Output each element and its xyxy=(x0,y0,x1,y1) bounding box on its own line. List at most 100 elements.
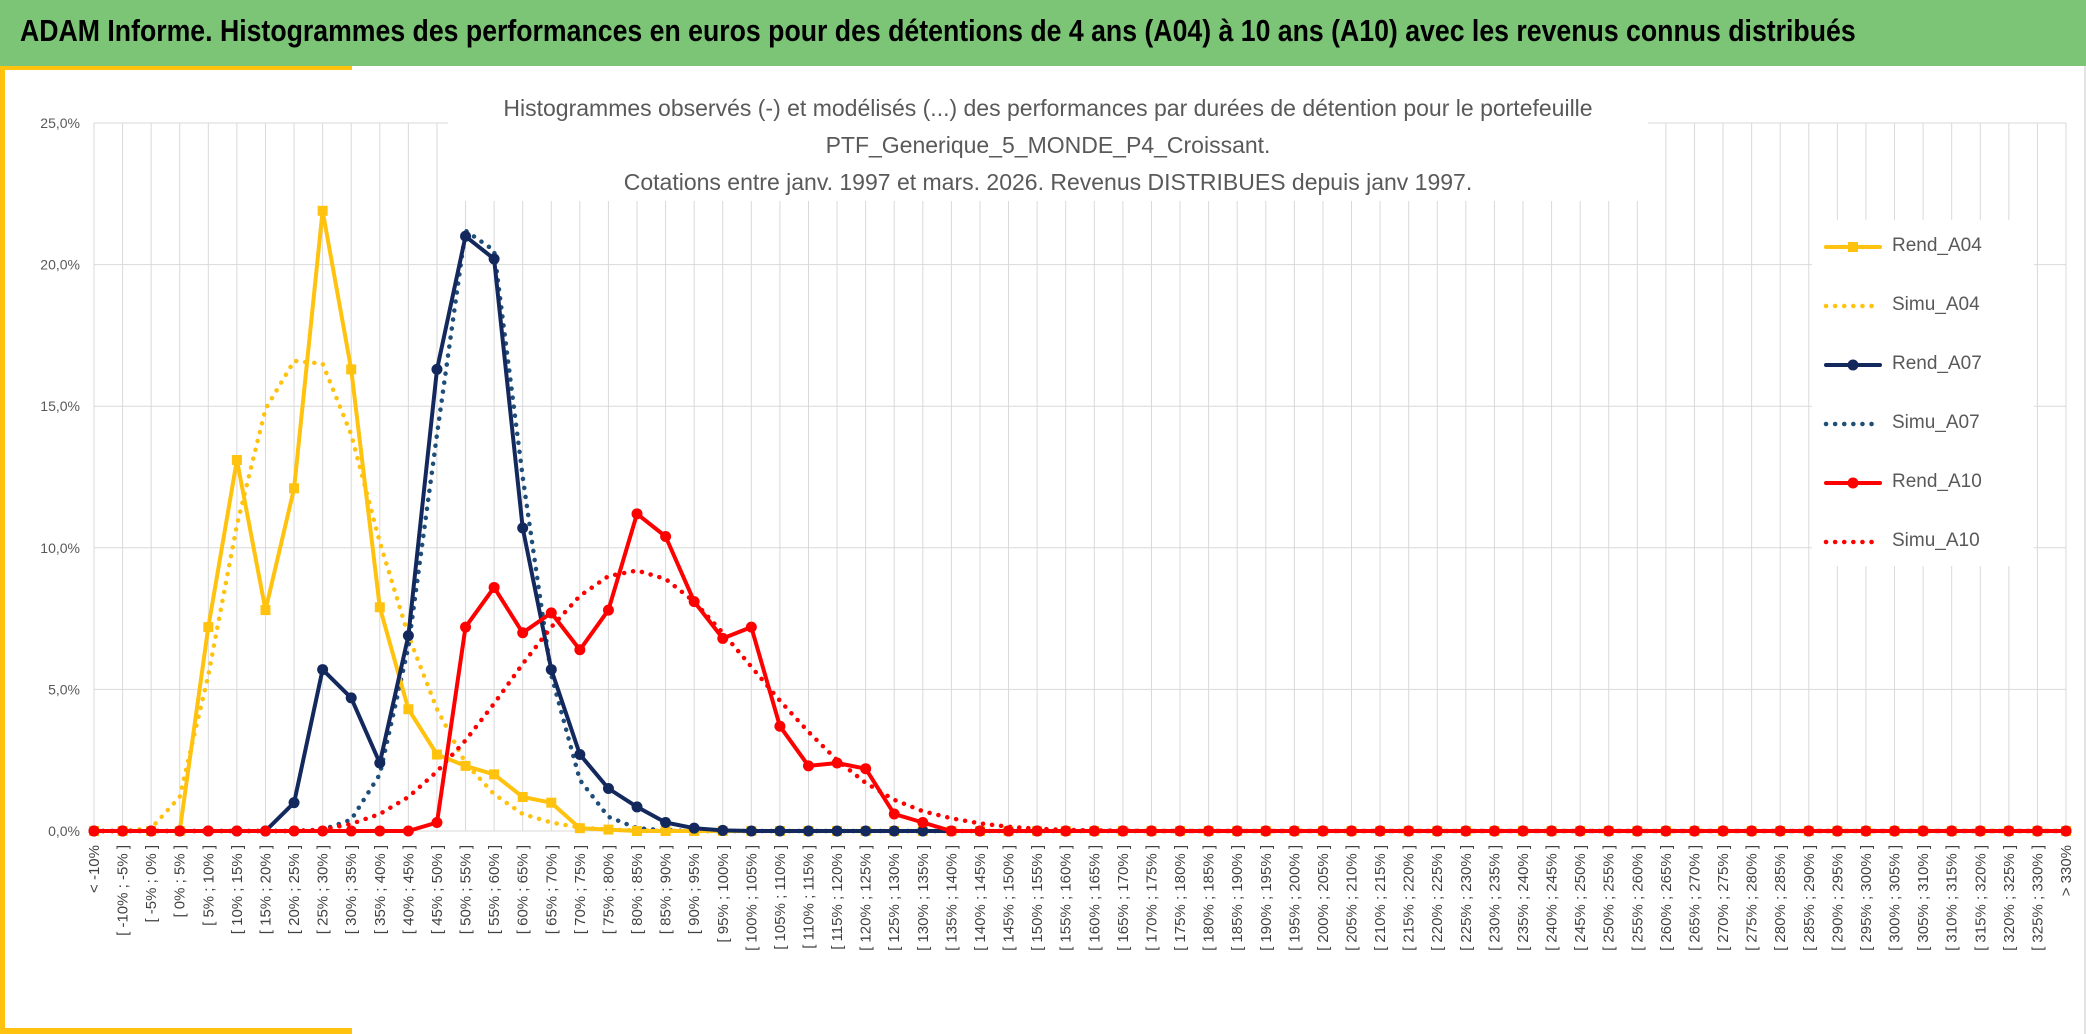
y-tick-label: 5,0% xyxy=(48,681,80,697)
data-point-rend-a10 xyxy=(174,825,186,837)
x-tick-label: [ 305% ; 310% ] xyxy=(1915,845,1932,951)
x-tick-label: [ 225% ; 230% ] xyxy=(1458,845,1475,951)
x-tick-label: [ 290% ; 295% ] xyxy=(1829,845,1846,951)
data-point-rend-a10 xyxy=(545,607,557,619)
data-point-rend-a10 xyxy=(688,596,700,608)
x-tick-label: [ 145% ; 150% ] xyxy=(1001,845,1018,951)
x-tick-label: [ 75% ; 80% ] xyxy=(600,845,617,934)
data-point-rend-a07 xyxy=(374,757,386,769)
legend-label: Rend_A10 xyxy=(1892,471,1982,492)
x-tick-label: [ 210% ; 215% ] xyxy=(1372,845,1389,951)
data-point-rend-a10 xyxy=(431,817,443,829)
data-point-rend-a10 xyxy=(1145,825,1157,837)
data-point-rend-a10 xyxy=(1603,825,1615,837)
data-point-rend-a07 xyxy=(602,783,614,795)
x-tick-label: [ 140% ; 145% ] xyxy=(972,845,989,951)
legend-swatch-rend-a10 xyxy=(1824,477,1882,489)
data-point-rend-a10 xyxy=(945,825,957,837)
data-point-rend-a10 xyxy=(1546,825,1558,837)
x-tick-label: [ 195% ; 200% ] xyxy=(1286,845,1303,951)
data-point-rend-a07 xyxy=(745,825,757,837)
y-tick-label: 25,0% xyxy=(40,115,80,131)
x-tick-label: [ 70% ; 75% ] xyxy=(572,845,589,934)
data-point-rend-a07 xyxy=(717,824,729,836)
x-tick-label: [ 190% ; 195% ] xyxy=(1258,845,1275,951)
data-point-rend-a10 xyxy=(1488,825,1500,837)
report-title: ADAM Informe. Histogrammes des performan… xyxy=(20,13,1856,48)
x-tick-label: [ 15% ; 20% ] xyxy=(257,845,274,934)
data-point-rend-a10 xyxy=(117,825,129,837)
y-tick-label: 20,0% xyxy=(40,257,80,273)
legend-swatch-rend-a04 xyxy=(1824,242,1882,252)
x-tick-label: [ 105% ; 110% ] xyxy=(772,845,789,950)
chart-series xyxy=(88,205,2072,837)
data-point-rend-a07 xyxy=(831,825,843,837)
data-point-rend-a07 xyxy=(288,797,300,809)
x-tick-label: [ 275% ; 280% ] xyxy=(1744,845,1761,951)
x-tick-label: < -10% xyxy=(86,845,103,893)
data-point-rend-a04 xyxy=(346,364,357,375)
x-tick-label: [ 325% ; 330% ] xyxy=(2029,845,2046,951)
x-tick-label: [ 95% ; 100% ] xyxy=(715,845,732,943)
x-tick-label: [ 200% ; 205% ] xyxy=(1315,845,1332,951)
data-point-rend-a10 xyxy=(1317,825,1329,837)
data-point-rend-a10 xyxy=(1574,825,1586,837)
data-point-rend-a10 xyxy=(2060,825,2072,837)
data-point-rend-a10 xyxy=(1031,825,1043,837)
x-tick-label: [ 230% ; 235% ] xyxy=(1486,845,1503,951)
legend-item-simu-a07: Simu_A07 xyxy=(1822,409,2032,439)
data-point-rend-a07 xyxy=(802,825,814,837)
frame-border-right xyxy=(2084,66,2086,1034)
data-point-rend-a07 xyxy=(317,664,329,676)
data-point-rend-a07 xyxy=(488,253,500,265)
x-tick-label: [ 165% ; 170% ] xyxy=(1115,845,1132,951)
data-point-rend-a10 xyxy=(1431,825,1443,837)
data-point-rend-a10 xyxy=(1803,825,1815,837)
data-point-rend-a10 xyxy=(1517,825,1529,837)
series-line-rend-a07 xyxy=(92,234,2068,833)
series-line-rend-a04 xyxy=(92,208,2068,833)
x-tick-label: [ 315% ; 320% ] xyxy=(1972,845,1989,951)
data-point-rend-a07 xyxy=(431,363,443,375)
data-point-rend-a10 xyxy=(1460,825,1472,837)
x-tick-label: [ -5% ; 0% ] xyxy=(143,845,160,923)
x-tick-label: [ 115% ; 120% ] xyxy=(829,845,846,950)
data-point-rend-a10 xyxy=(402,825,414,837)
data-point-rend-a04 xyxy=(403,704,414,715)
chart-title-line-2: PTF_Generique_5_MONDE_P4_Croissant. xyxy=(825,132,1271,158)
data-point-rend-a10 xyxy=(1631,825,1643,837)
data-point-rend-a10 xyxy=(1917,825,1929,837)
legend-label: Rend_A04 xyxy=(1892,235,1982,256)
legend-item-rend-a10: Rend_A10 xyxy=(1822,468,2032,498)
x-tick-label: [ 220% ; 225% ] xyxy=(1429,845,1446,951)
legend-label: Simu_A07 xyxy=(1892,412,1980,433)
data-point-rend-a07 xyxy=(460,230,472,242)
data-point-rend-a04 xyxy=(374,602,385,613)
legend-label: Simu_A10 xyxy=(1892,530,1980,551)
data-point-rend-a10 xyxy=(1403,825,1415,837)
data-point-rend-a10 xyxy=(1003,825,1015,837)
data-point-rend-a07 xyxy=(545,664,557,676)
data-point-rend-a10 xyxy=(802,760,814,772)
y-axis-labels: 0,0% 5,0% 10,0% 15,0% 20,0% 25,0% xyxy=(40,115,80,839)
data-point-rend-a10 xyxy=(717,632,729,644)
series-line-simu-a07 xyxy=(91,228,2069,834)
data-point-rend-a04 xyxy=(289,483,300,494)
x-tick-label: [ 60% ; 65% ] xyxy=(515,845,532,934)
x-tick-label: [ 245% ; 250% ] xyxy=(1572,845,1589,951)
x-tick-label: [ 280% ; 285% ] xyxy=(1772,845,1789,951)
x-tick-label: [ 170% ; 175% ] xyxy=(1143,845,1160,951)
legend-swatch-simu-a07 xyxy=(1823,421,1883,427)
data-point-rend-a10 xyxy=(1688,825,1700,837)
data-point-rend-a04 xyxy=(603,824,614,835)
x-tick-label: [ 320% ; 325% ] xyxy=(2001,845,2018,951)
y-tick-label: 15,0% xyxy=(40,398,80,414)
data-point-rend-a10 xyxy=(1060,825,1072,837)
legend-swatch-simu-a04 xyxy=(1823,303,1883,309)
y-tick-label: 0,0% xyxy=(48,823,80,839)
data-point-rend-a10 xyxy=(860,763,872,775)
x-tick-label: [ 85% ; 90% ] xyxy=(658,845,675,934)
x-tick-label: [ 45% ; 50% ] xyxy=(429,845,446,934)
x-tick-label: [ 240% ; 245% ] xyxy=(1544,845,1561,951)
